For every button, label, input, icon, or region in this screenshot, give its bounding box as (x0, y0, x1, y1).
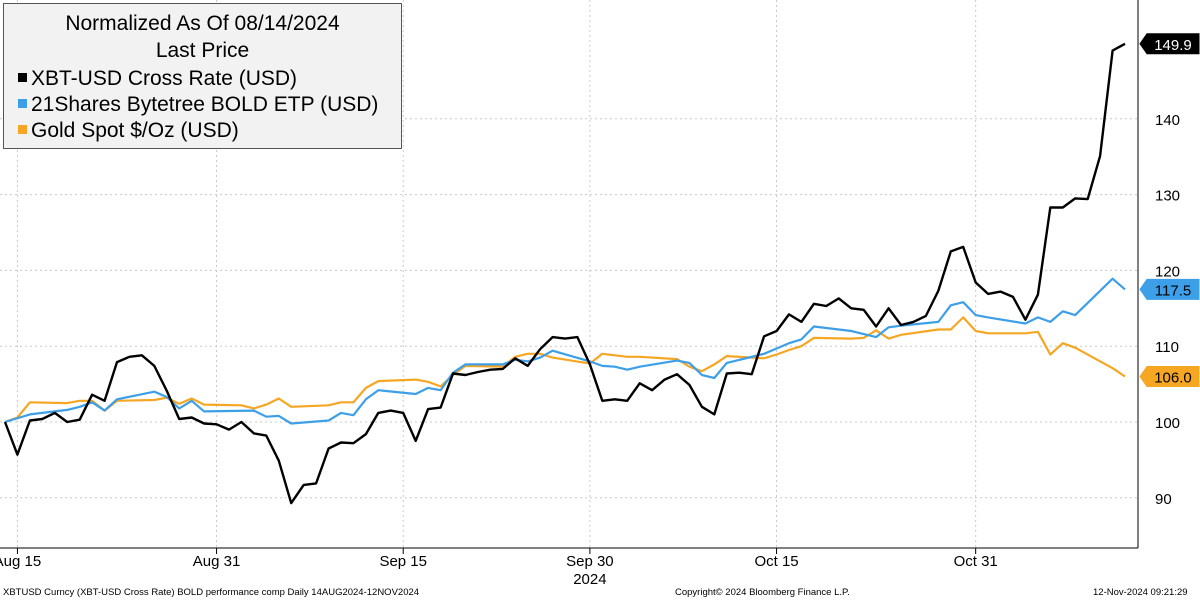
y-tick-label: 120 (1155, 263, 1180, 280)
last-value-flag (1139, 278, 1200, 300)
last-value-flag (1139, 366, 1200, 388)
chart-subtitle: Last Price (155, 39, 250, 62)
y-tick-label: 140 (1155, 112, 1180, 129)
legend-swatch-gold (18, 124, 27, 134)
legend-label-gold: Gold Spot $/Oz (USD) (31, 119, 239, 142)
last-value-text: 117.5 (1155, 282, 1191, 299)
legend-swatch-bold (18, 98, 27, 108)
legend-swatch-xbt (18, 72, 27, 82)
footer-copyright: Copyright© 2024 Bloomberg Finance L.P. (675, 587, 850, 598)
x-tick-label: Oct 31 (954, 553, 998, 570)
series-lines (3, 42, 1126, 505)
x-tick-label: Aug 15 (0, 553, 41, 570)
series-line-bold (4, 277, 1126, 425)
last-value-flag (1139, 33, 1200, 55)
y-tick-label: 90 (1155, 491, 1172, 508)
y-tick-label: 130 (1155, 188, 1180, 205)
chart-title: Normalized As Of 08/14/2024 (65, 12, 340, 35)
last-value-label-bold: 117.5 (1139, 278, 1200, 300)
series-line-gold (4, 316, 1126, 424)
y-tick-label: 100 (1155, 415, 1180, 432)
legend-box: Normalized As Of 08/14/2024 Last Price X… (3, 3, 402, 149)
footer-timestamp: 12-Nov-2024 09:21:29 (1093, 587, 1188, 598)
y-tick-label: 110 (1155, 339, 1179, 356)
x-tick-label: Sep 15 (379, 553, 427, 570)
last-value-label-xbt: 149.9 (1139, 33, 1200, 55)
x-year-label: 2024 (573, 571, 606, 588)
legend-label-xbt: XBT-USD Cross Rate (USD) (31, 67, 298, 90)
legend-item-bold: 21Shares Bytetree BOLD ETP (USD) (18, 93, 378, 117)
value-labels: 149.9 117.5 106.0 (1139, 33, 1200, 388)
legend-label-bold: 21Shares Bytetree BOLD ETP (USD) (31, 93, 379, 116)
legend-item-gold: Gold Spot $/Oz (USD) (18, 119, 239, 143)
series-line-xbt (3, 42, 1126, 505)
axes: 90 100 110 120 130 140 Aug 15 Aug 31 Sep 15 Sep 3… (0, 0, 1180, 588)
x-tick-label: Oct 15 (754, 553, 798, 570)
last-value-text: 106.0 (1154, 370, 1192, 387)
last-value-label-gold: 106.0 (1139, 366, 1200, 388)
x-tick-label: Sep 30 (566, 553, 614, 570)
x-tick-label: Aug 31 (193, 553, 241, 570)
last-value-text: 149.9 (1154, 37, 1192, 54)
footer-source: XBTUSD Curncy (XBT-USD Cross Rate) BOLD … (3, 587, 420, 598)
legend-item-xbt: XBT-USD Cross Rate (USD) (18, 67, 297, 91)
